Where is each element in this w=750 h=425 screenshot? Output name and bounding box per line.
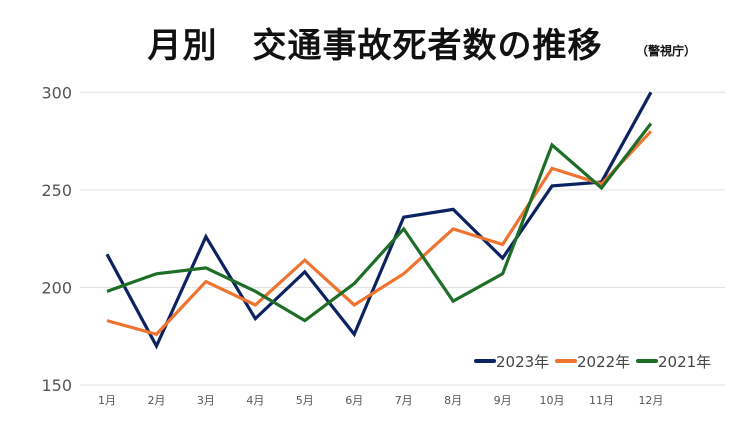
legend-label: 2021年 bbox=[658, 353, 711, 371]
y-tick-label: 250 bbox=[41, 181, 72, 200]
x-tick-label: 1月 bbox=[98, 394, 116, 407]
x-tick-label: 3月 bbox=[197, 394, 215, 407]
y-tick-label: 150 bbox=[41, 376, 72, 395]
x-tick-label: 11月 bbox=[589, 394, 614, 407]
x-tick-label: 8月 bbox=[444, 394, 462, 407]
legend-label: 2022年 bbox=[577, 353, 630, 371]
y-tick-label: 200 bbox=[41, 278, 72, 297]
x-tick-label: 9月 bbox=[494, 394, 512, 407]
series-line-2022年 bbox=[106, 130, 653, 337]
x-tick-label: 2月 bbox=[147, 394, 165, 407]
series-line-2021年 bbox=[106, 122, 653, 323]
x-tick-label: 7月 bbox=[395, 394, 413, 407]
source-note: （警視庁） bbox=[636, 44, 697, 58]
x-tick-label: 12月 bbox=[638, 394, 663, 407]
x-tick-label: 5月 bbox=[296, 394, 314, 407]
series-line-2023年 bbox=[105, 91, 653, 350]
chart-title: 月別 交通事故死者数の推移 bbox=[147, 26, 603, 66]
legend-label: 2023年 bbox=[496, 353, 549, 371]
x-tick-label: 4月 bbox=[246, 394, 264, 407]
y-tick-label: 300 bbox=[41, 83, 72, 102]
x-tick-label: 10月 bbox=[540, 394, 565, 407]
x-tick-label: 6月 bbox=[345, 394, 363, 407]
